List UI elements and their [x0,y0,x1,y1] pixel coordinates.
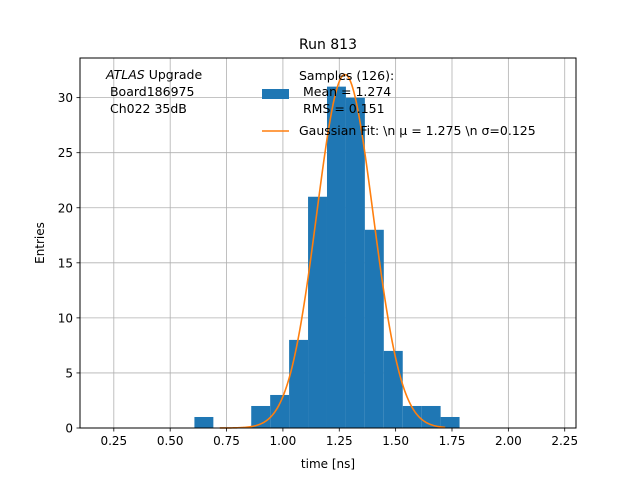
atlas-annotation: ATLAS Upgrade Board186975 Ch022 35dB [105,67,202,116]
histogram-bar [383,350,403,428]
histogram-bar [345,97,365,429]
histogram-bar [308,196,327,428]
histogram-bar [440,416,460,428]
x-tick-label: 1.50 [382,434,409,448]
x-tick-label: 1.00 [270,434,297,448]
y-tick-label: 0 [65,422,73,436]
x-tick-label: 1.25 [326,434,353,448]
legend-rms-line: RMS = 0.151 [299,101,385,116]
chart-title: Run 813 [299,37,357,53]
legend-histogram-swatch [262,89,289,99]
y-tick-label: 20 [58,201,73,215]
y-tick-label: 5 [65,366,73,380]
histogram-bar [289,339,309,428]
histogram-bar [364,229,384,428]
annotation-upgrade: Upgrade [145,67,203,82]
x-tick-label: 0.75 [213,434,240,448]
histogram-bar [402,405,422,428]
legend-samples-line: Samples (126): [299,68,394,83]
legend-mean-line: Mean = 1.274 [299,84,391,99]
annotation-line-3: Ch022 35dB [106,101,187,116]
y-tick-label: 30 [58,91,73,105]
histogram-bar [194,416,214,428]
y-axis-label: Entries [33,222,47,264]
x-tick-label: 0.25 [100,434,127,448]
axis-ticks: 0.25 0.50 0.75 1.00 1.25 1.50 1.75 2.00 2.25 0 5 10… [58,91,578,448]
x-tick-label: 0.50 [157,434,184,448]
legend-fit-label: Gaussian Fit: \n μ = 1.275 \n σ=0.125 [299,123,536,138]
y-tick-label: 25 [58,146,73,160]
x-tick-label: 2.00 [495,434,522,448]
gaussian-fit-line [219,73,446,429]
plot-frame [79,57,577,429]
gaussian-fit [219,73,446,429]
y-tick-label: 15 [58,256,73,270]
x-axis-label: time [ns] [301,457,355,471]
legend: Samples (126): Mean = 1.274 RMS = 0.151 … [262,68,536,138]
histogram-bar [251,405,271,428]
annotation-line-1: ATLAS Upgrade [105,67,202,82]
histogram-bar [270,394,290,428]
annotation-line-2: Board186975 [106,84,194,99]
x-tick-label: 2.25 [551,434,578,448]
annotation-atlas: ATLAS [105,67,145,82]
y-tick-label: 10 [58,311,73,325]
x-tick-label: 1.75 [439,434,466,448]
histogram-bar [326,86,346,428]
